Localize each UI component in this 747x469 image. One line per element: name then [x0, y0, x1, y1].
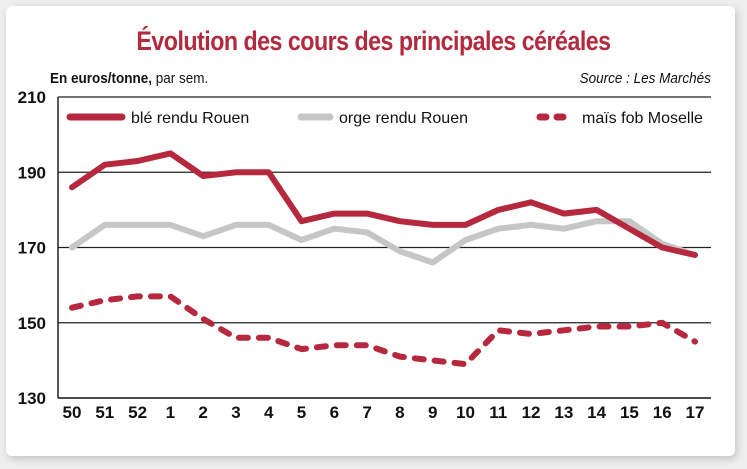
- series-0-point-5: [300, 220, 303, 223]
- series-1-point-12: [530, 223, 533, 226]
- x-tick-label-16: 16: [653, 403, 672, 422]
- series-0-point-10: [464, 223, 467, 226]
- series-0-point-1: [169, 152, 172, 155]
- series-2-point-14: [595, 325, 598, 328]
- series-2-point-5: [300, 348, 303, 351]
- series-2-point-8: [398, 355, 401, 358]
- y-tick-label-190: 190: [18, 163, 46, 182]
- series-0-point-15: [628, 227, 631, 230]
- series-0-point-2: [202, 175, 205, 178]
- series-layer: [69, 150, 698, 368]
- x-tick-label-9: 9: [428, 403, 437, 422]
- x-tick-label-52: 52: [128, 403, 147, 422]
- x-tick-label-6: 6: [330, 403, 339, 422]
- series-1-point-10: [464, 238, 467, 241]
- series-line-1: [69, 218, 698, 266]
- x-tick-label-10: 10: [456, 403, 475, 422]
- series-0-point-9: [431, 223, 434, 226]
- series-0-point-14: [595, 208, 598, 211]
- series-2-point-7: [366, 344, 369, 347]
- series-0-point-51: [103, 163, 106, 166]
- series-1-point-8: [398, 250, 401, 253]
- series-1-point-5: [300, 238, 303, 241]
- x-tick-label-17: 17: [686, 403, 705, 422]
- x-tick-label-3: 3: [231, 403, 240, 422]
- series-1-point-51: [103, 223, 106, 226]
- x-tick-label-1: 1: [166, 403, 175, 422]
- series-1-point-11: [497, 227, 500, 230]
- series-2-point-51: [103, 299, 106, 302]
- unit-label-rest: par sem.: [152, 70, 209, 87]
- series-1-point-14: [595, 220, 598, 223]
- series-2-point-9: [431, 359, 434, 362]
- series-1-point-13: [562, 227, 565, 230]
- series-1-point-6: [333, 227, 336, 230]
- series-2-point-15: [628, 325, 631, 328]
- series-0-point-4: [267, 171, 270, 174]
- series-2-point-17: [694, 340, 697, 343]
- y-tick-label-210: 210: [18, 88, 46, 107]
- series-0-point-52: [136, 159, 139, 162]
- series-0-point-12: [530, 201, 533, 204]
- series-0-point-7: [366, 212, 369, 215]
- y-tick-label-130: 130: [18, 389, 46, 408]
- y-tick-label-170: 170: [18, 239, 46, 258]
- series-1-point-9: [431, 261, 434, 264]
- x-tick-label-7: 7: [362, 403, 371, 422]
- x-tick-label-4: 4: [264, 403, 274, 422]
- source-label: Source : Les Marchés: [579, 70, 711, 87]
- x-tick-label-15: 15: [620, 403, 639, 422]
- x-tick-label-8: 8: [395, 403, 404, 422]
- x-tick-label-14: 14: [587, 403, 606, 422]
- series-0-point-17: [694, 254, 697, 257]
- x-tick-label-11: 11: [489, 403, 507, 422]
- series-line-0: [69, 150, 698, 258]
- unit-label-bold: En euros/tonne,: [50, 70, 153, 87]
- series-0-point-13: [562, 212, 565, 215]
- series-2-point-10: [464, 363, 467, 366]
- series-2-point-2: [202, 317, 205, 320]
- series-2-point-50: [71, 306, 74, 309]
- series-1-point-1: [169, 223, 172, 226]
- series-2-point-11: [497, 329, 500, 332]
- series-1-point-15: [628, 220, 631, 223]
- unit-label: En euros/tonne, par sem.: [50, 70, 208, 87]
- x-tick-label-5: 5: [297, 403, 306, 422]
- series-2-point-3: [234, 336, 237, 339]
- x-tick-label-13: 13: [554, 403, 573, 422]
- legend-label-0: blé rendu Rouen: [131, 110, 249, 127]
- legend-label-1: orge rendu Rouen: [339, 110, 468, 127]
- legend-layer: blé rendu Rouen orge rendu Rouen maïs fob …: [66, 110, 703, 127]
- y-tick-label-150: 150: [18, 314, 46, 333]
- series-2-point-52: [136, 295, 139, 298]
- series-2-point-16: [661, 321, 664, 324]
- series-2-point-1: [169, 295, 172, 298]
- series-2-point-6: [333, 344, 336, 347]
- series-2-point-13: [562, 329, 565, 332]
- series-1-point-2: [202, 235, 205, 238]
- series-0-point-8: [398, 220, 401, 223]
- series-1-point-52: [136, 223, 139, 226]
- series-0-point-50: [71, 186, 74, 189]
- series-2-point-4: [267, 336, 270, 339]
- series-1-point-3: [234, 223, 237, 226]
- series-0-point-16: [661, 246, 664, 249]
- x-tick-label-50: 50: [63, 403, 82, 422]
- legend-label-2: maïs fob Moselle: [582, 110, 703, 127]
- x-tick-label-12: 12: [522, 403, 541, 422]
- series-1-point-7: [366, 231, 369, 234]
- series-0-point-11: [497, 208, 500, 211]
- series-1-point-50: [71, 246, 74, 249]
- series-1-point-4: [267, 223, 270, 226]
- series-line-2: [69, 293, 698, 368]
- series-2-point-12: [530, 333, 533, 336]
- series-0-point-3: [234, 171, 237, 174]
- chart-title: Évolution des cours des principales céré…: [136, 26, 611, 56]
- x-tick-label-2: 2: [198, 403, 207, 422]
- x-tick-label-51: 51: [95, 403, 114, 422]
- series-0-point-6: [333, 212, 336, 215]
